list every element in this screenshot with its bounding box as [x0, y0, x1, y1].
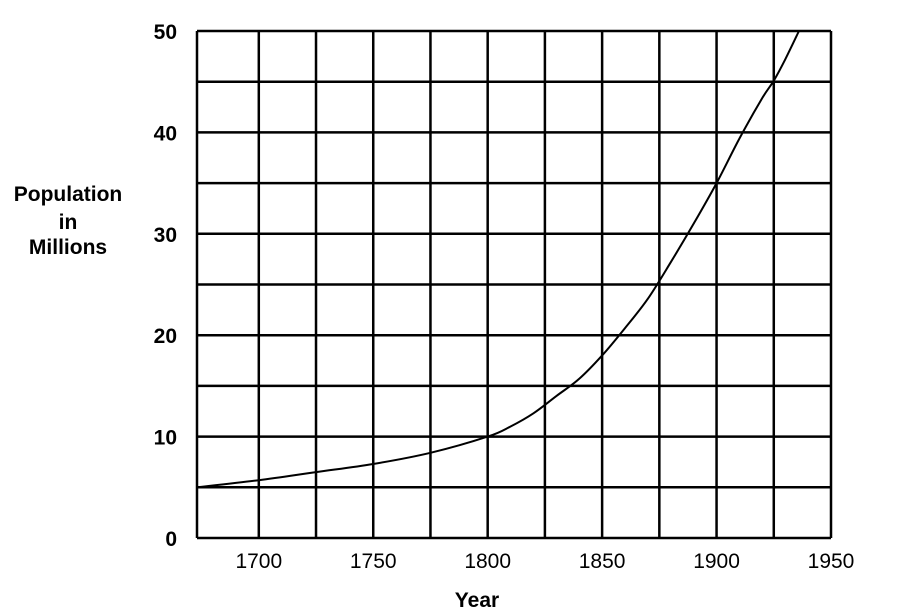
x-tick-label: 1750: [350, 550, 397, 573]
x-tick-label: 1850: [579, 550, 626, 573]
x-tick-label: 1900: [693, 550, 740, 573]
y-tick-label: 10: [154, 427, 177, 450]
x-axis-label: Year: [455, 589, 499, 612]
x-tick-labels: 1700 1750 1800 1850 1900 1950: [235, 550, 854, 573]
y-tick-labels: 0 10 20 30 40 50: [154, 21, 177, 551]
y-axis-label-line-3: Millions: [29, 236, 107, 259]
y-axis-label-line-2: in: [59, 211, 78, 234]
y-axis-label-line-1: Population: [14, 183, 123, 206]
y-tick-label: 20: [154, 325, 177, 348]
population-curve: [196, 30, 800, 489]
grid-lines: [195, 29, 833, 540]
y-tick-label: 40: [154, 122, 177, 145]
y-tick-label: 30: [154, 224, 177, 247]
y-tick-label: 50: [154, 21, 177, 44]
x-tick-label: 1800: [464, 550, 511, 573]
x-tick-label: 1700: [235, 550, 282, 573]
x-tick-label: 1950: [808, 550, 855, 573]
y-axis-label: Population in Millions: [14, 183, 123, 259]
y-tick-label: 0: [165, 528, 177, 551]
